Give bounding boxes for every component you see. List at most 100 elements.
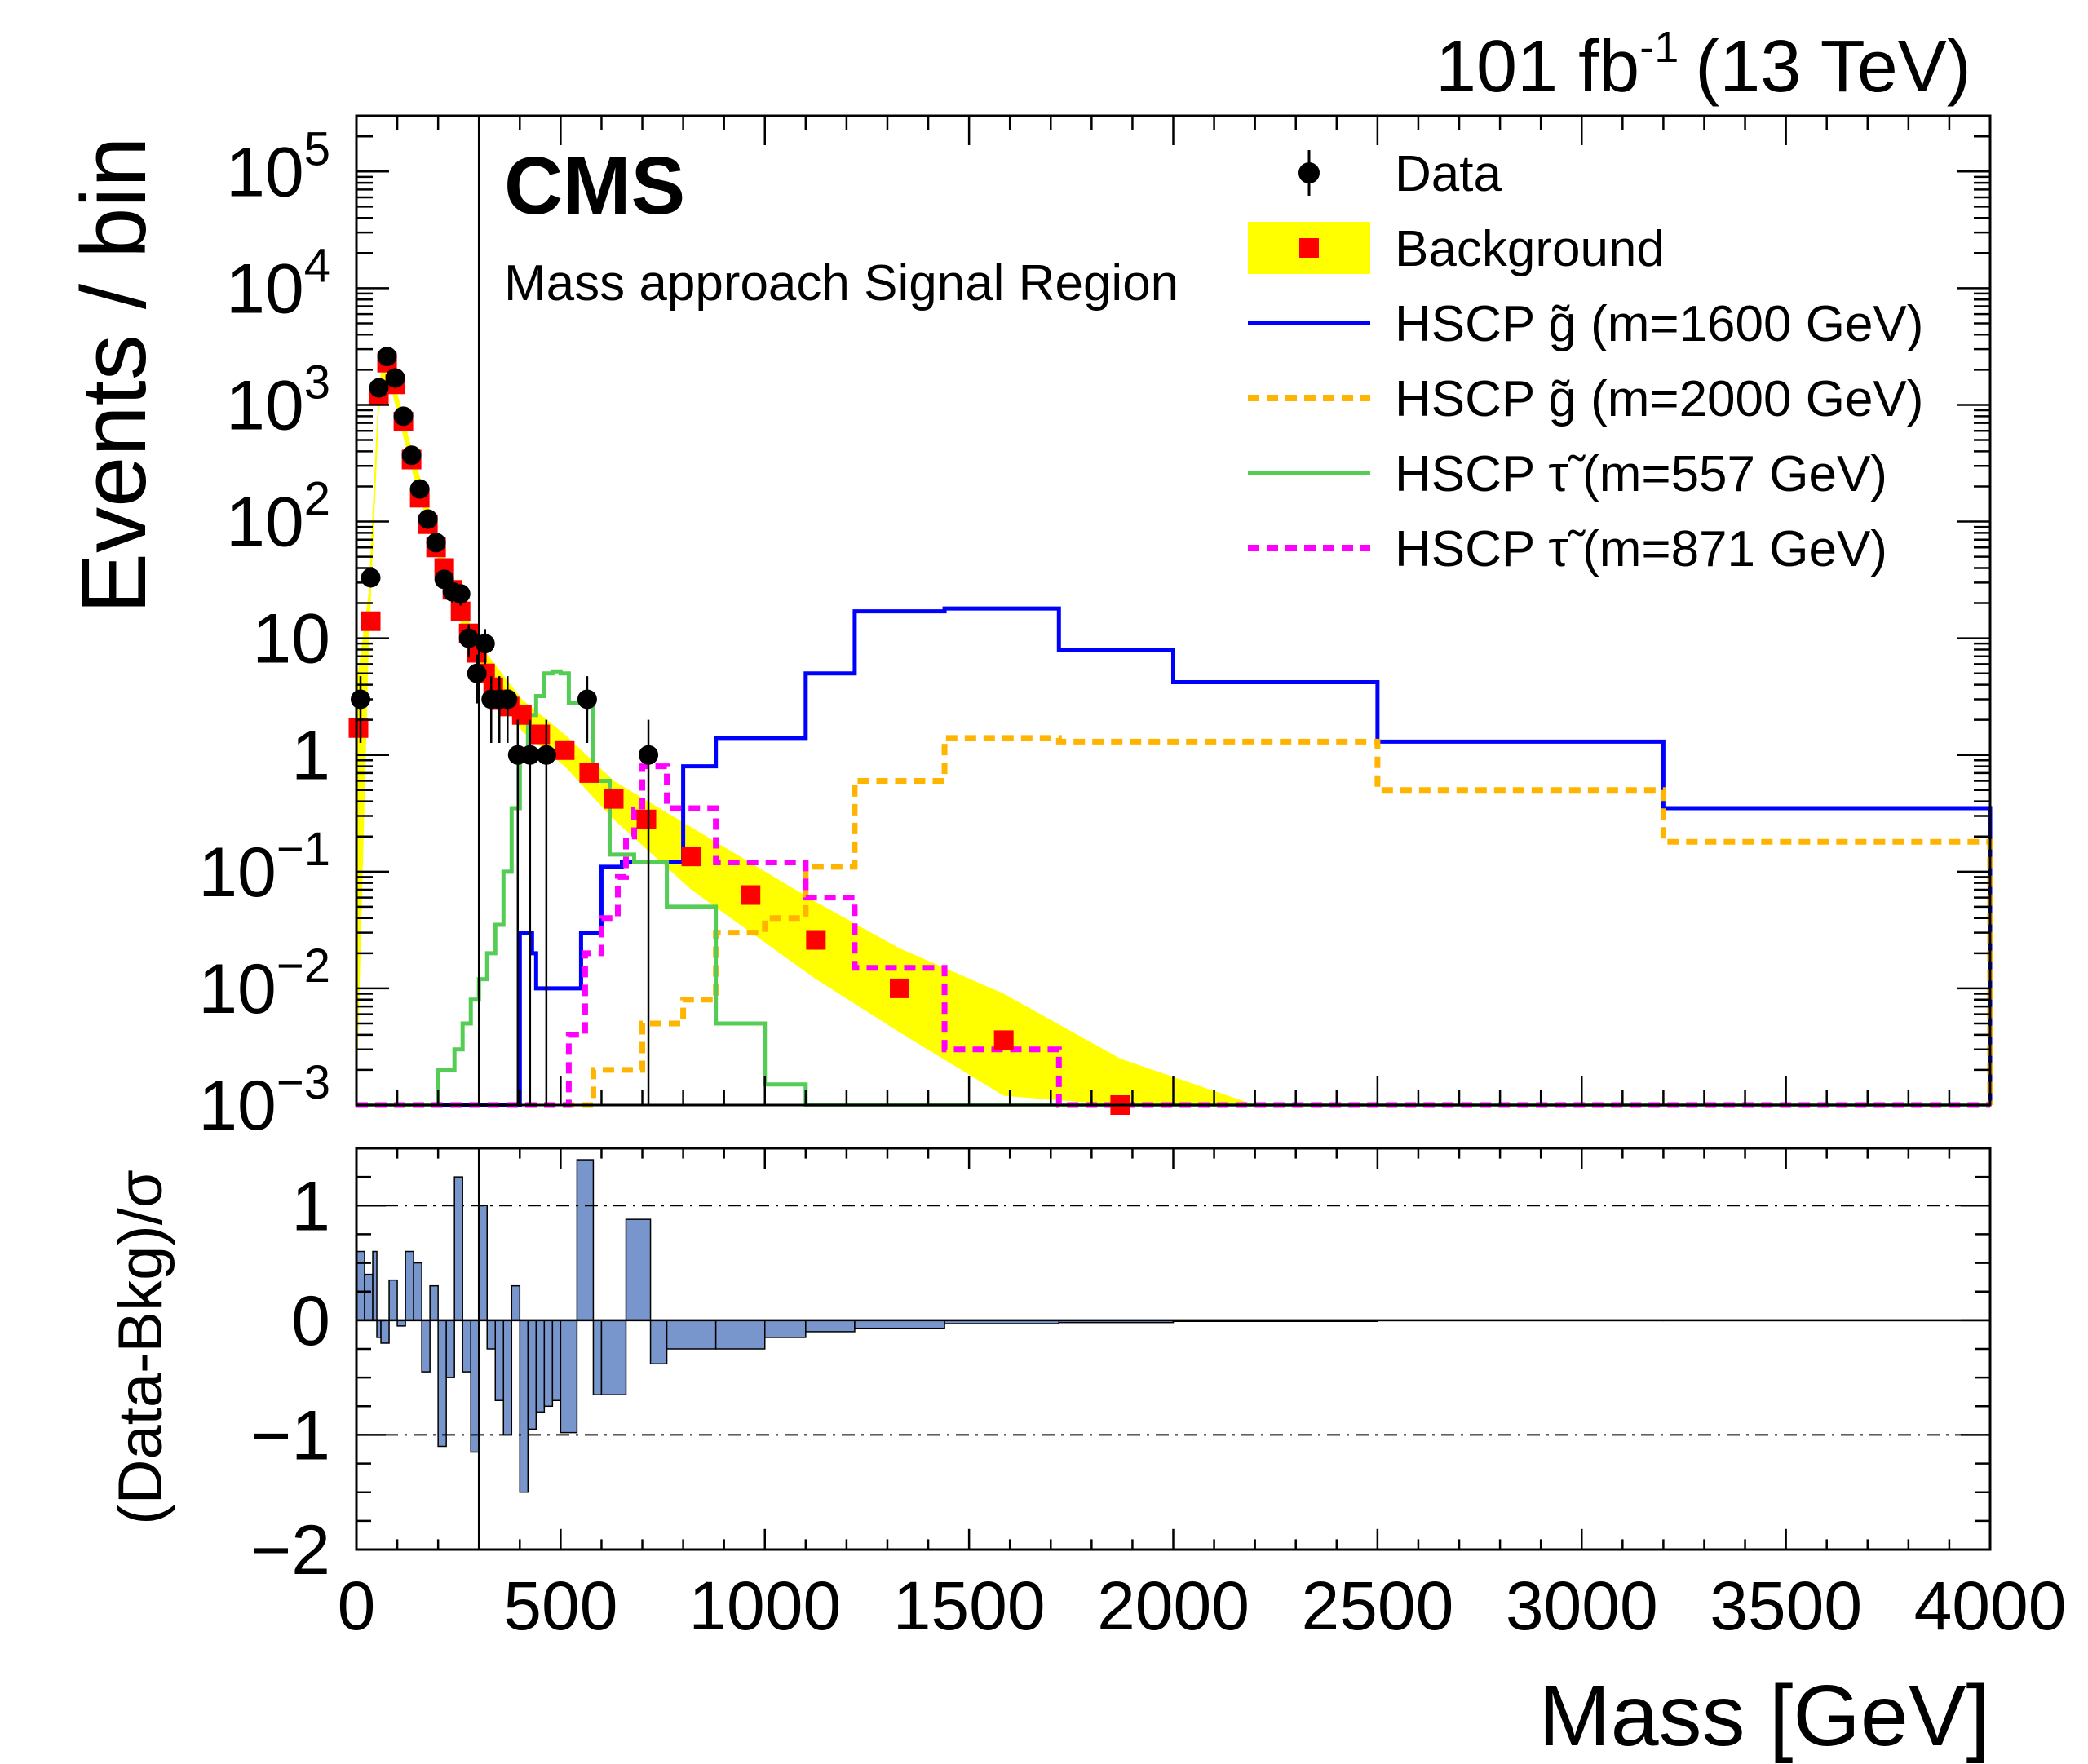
x-tick-labels: 0 500 1000 1500 2000 2500 3000 3500 4000 — [338, 1567, 2067, 1644]
legend-background-marker — [1299, 238, 1319, 258]
data-point — [393, 406, 414, 427]
y-tick-label: 104 — [226, 239, 330, 328]
background-marker — [681, 847, 701, 867]
ratio-bar — [592, 1320, 603, 1395]
ratio-bar — [543, 1320, 554, 1408]
ratio-y-tick-label: −1 — [250, 1396, 330, 1474]
x-tick-label: 2000 — [1097, 1567, 1250, 1644]
background-marker — [361, 611, 381, 631]
background-marker — [348, 718, 369, 738]
data-point — [536, 745, 556, 765]
ratio-bar — [511, 1284, 521, 1321]
ratio-bar — [413, 1262, 422, 1321]
data-point — [639, 745, 659, 765]
background-marker — [636, 809, 657, 829]
x-tick-label: 0 — [338, 1567, 376, 1644]
ratio-bar — [478, 1205, 488, 1321]
x-axis-label: Mass [GeV] — [1538, 1668, 1990, 1764]
ratio-bar — [445, 1320, 455, 1378]
data-point — [450, 584, 471, 604]
data-point — [458, 628, 479, 648]
data-point — [409, 479, 430, 499]
ratio-plot-frame — [355, 1147, 1992, 1551]
lumi-label: 101 fb-1 (13 TeV) — [1436, 23, 1971, 108]
ratio-y-axis-label: (Data-Bkg)/σ — [106, 1169, 175, 1524]
y-tick-label: 103 — [226, 356, 330, 444]
ratio-bar — [388, 1279, 398, 1321]
background-marker — [993, 1030, 1014, 1050]
ratio-bar — [551, 1320, 562, 1402]
y-tick-label: 10−3 — [198, 1056, 330, 1145]
legend-label: HSCP g̃ (m=1600 GeV) — [1395, 296, 1923, 352]
series-hscp-m-557-gev — [356, 669, 1990, 1107]
region-label: Mass approach Signal Region — [504, 255, 1179, 312]
ratio-reference-lines — [356, 1205, 1990, 1436]
data-point — [467, 663, 487, 683]
y-tick-label: 10−2 — [198, 939, 330, 1028]
legend-data-marker — [1298, 162, 1320, 183]
main-y-axis-label: Events / bin — [63, 136, 165, 613]
cms-label: CMS — [504, 140, 685, 232]
ratio-y-tick-label: 1 — [291, 1167, 330, 1245]
x-tick-label: 2500 — [1301, 1567, 1453, 1644]
data-point — [401, 445, 422, 466]
ratio-bar — [486, 1320, 497, 1350]
y-tick-label: 105 — [226, 122, 330, 211]
ratio-bar — [494, 1320, 505, 1402]
data-point — [361, 568, 381, 588]
y-tick-label: 1 — [291, 717, 330, 795]
ratio-bar — [805, 1320, 856, 1333]
x-tick-label: 1500 — [893, 1567, 1046, 1644]
main-panel: 10−3 10−2 10−1 1 1 0 102 103 104 105 — [198, 114, 1993, 1550]
x-tick-label: 1000 — [688, 1567, 841, 1644]
ratio-bar — [854, 1320, 945, 1329]
ratio-bar — [437, 1320, 447, 1448]
ratio-bar — [576, 1159, 595, 1321]
ratio-bar — [376, 1320, 382, 1338]
y-tick-label: 102 — [226, 473, 330, 562]
ratio-bar — [666, 1320, 717, 1350]
ratio-bar — [625, 1218, 652, 1321]
ratio-bar — [364, 1273, 374, 1321]
data-marker-layer — [351, 347, 659, 1105]
main-plot-frame — [355, 114, 1992, 1107]
signal-layer — [356, 606, 1993, 1108]
y-tick-label: 10−1 — [198, 823, 330, 912]
data-point — [475, 634, 495, 654]
ratio-bar — [527, 1320, 537, 1430]
data-point — [498, 689, 518, 710]
ratio-bars — [356, 1159, 1991, 1493]
x-tick-label: 3000 — [1506, 1567, 1658, 1644]
legend-label: HSCP τ̃ (m=871 GeV) — [1395, 521, 1887, 577]
ratio-y-tick-label: 0 — [291, 1282, 330, 1360]
ratio-bar — [421, 1320, 431, 1373]
background-marker — [511, 705, 532, 725]
data-point — [369, 378, 389, 398]
ratio-bar — [649, 1320, 668, 1365]
data-point — [426, 533, 446, 553]
background-marker — [741, 885, 761, 905]
background-marker — [806, 930, 826, 950]
x-tick-label: 3500 — [1710, 1567, 1862, 1644]
main-axis-ticks: 10−3 10−2 10−1 1 1 0 102 103 104 105 — [198, 114, 1992, 1550]
ratio-bar — [714, 1320, 766, 1350]
ratio-bar — [372, 1250, 378, 1321]
background-marker — [555, 740, 575, 760]
data-point — [520, 745, 540, 765]
legend-label: HSCP g̃ (m=2000 GeV) — [1395, 371, 1923, 427]
data-point — [377, 347, 397, 367]
series-hscp-g-m-1600-gev — [356, 606, 1993, 1107]
ratio-bar — [519, 1320, 529, 1493]
ratio-bar — [470, 1320, 480, 1453]
series-hscp-g-m-2000-gev — [356, 735, 1993, 1108]
ratio-bar — [560, 1320, 578, 1434]
ratio-bar — [429, 1284, 439, 1321]
ratio-bar — [535, 1320, 546, 1413]
x-tick-label: 4000 — [1914, 1567, 2067, 1644]
background-marker — [889, 978, 909, 998]
ratio-bar — [502, 1320, 513, 1436]
data-point — [418, 509, 438, 529]
ratio-bar — [453, 1176, 463, 1321]
ratio-bar — [764, 1320, 807, 1338]
ratio-bar — [356, 1250, 365, 1321]
